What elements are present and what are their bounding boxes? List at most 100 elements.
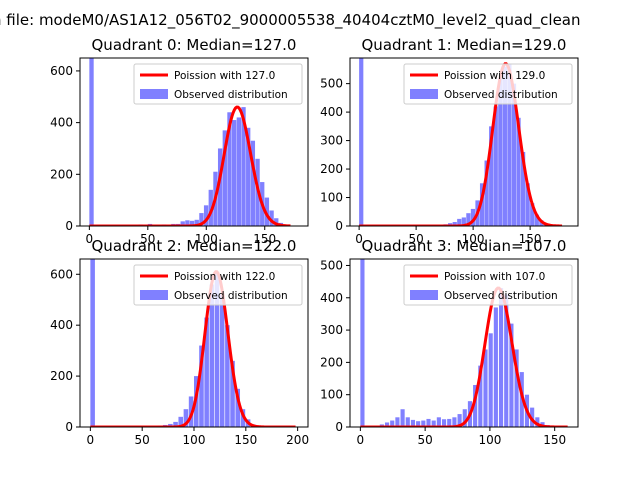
x-tick-label: 0 [87, 433, 95, 447]
histogram-bar [493, 106, 498, 226]
panel-title: Quadrant 0: Median=127.0 [92, 36, 297, 54]
histogram-bar [462, 409, 467, 427]
legend-bar-swatch [140, 89, 168, 99]
histogram-bar [484, 160, 489, 226]
x-tick-label: 0 [86, 232, 94, 246]
plot-area [90, 259, 296, 427]
histogram-bar [483, 349, 488, 427]
histogram-bar [384, 422, 390, 427]
x-tick-label: 150 [519, 232, 542, 246]
histogram-bar [525, 183, 530, 226]
legend-label: Observed distribution [444, 290, 558, 302]
histogram-bar [250, 140, 256, 226]
histogram-bar [235, 388, 241, 427]
panel-quadrant-2: Quadrant 2: Median=122.0 0 50 100 150 200 0 200… [50, 237, 309, 447]
x-tick-label: 100 [462, 232, 485, 246]
y-tick-label: 600 [50, 267, 73, 281]
histogram-bar [514, 349, 519, 427]
x-tick-label: 150 [543, 433, 566, 447]
plot-area [360, 259, 568, 427]
y-tick-label: 200 [320, 355, 343, 369]
histogram-bar [274, 218, 279, 226]
legend-bar-swatch [410, 290, 438, 300]
legend-label: Observed distribution [174, 290, 288, 302]
poisson-line [360, 286, 568, 427]
axes-frame [79, 57, 309, 227]
y-tick-label: 0 [65, 420, 73, 434]
histogram-bar [447, 418, 452, 427]
figure-suptitle: n file: modeM0/AS1A12_056T02_9000005538_… [0, 11, 581, 30]
legend-label: Observed distribution [174, 89, 288, 101]
y-tick-label: 200 [50, 369, 73, 383]
histogram-bar [426, 418, 431, 427]
axes-frame [349, 258, 579, 428]
histogram-bar [405, 417, 410, 427]
histogram-bar [479, 183, 485, 226]
x-tick-label: 0 [355, 232, 363, 246]
x-tick-label: 150 [253, 232, 276, 246]
histogram-bar [240, 409, 246, 427]
y-tick-label: 500 [320, 77, 343, 91]
histogram-bar [395, 417, 400, 427]
histogram-bar [498, 77, 503, 226]
histogram-bar [269, 210, 274, 226]
histogram-bar [168, 423, 173, 427]
y-tick-label: 300 [320, 134, 343, 148]
legend-label: Poission with 122.0 [174, 271, 275, 283]
histogram-bar [173, 421, 178, 427]
y-tick-label: 100 [320, 191, 343, 205]
histogram-bar [461, 217, 466, 226]
histogram-bar [359, 58, 364, 226]
histogram-bar [509, 323, 514, 427]
y-tick-label: 600 [50, 64, 73, 78]
y-tick-label: 300 [320, 323, 343, 337]
y-tick-label: 400 [50, 318, 73, 332]
x-tick-label: 150 [234, 433, 257, 447]
histogram-bar [227, 112, 232, 226]
histogram-bar [489, 126, 494, 226]
legend-bar-swatch [140, 290, 168, 300]
histogram-bar [203, 205, 209, 226]
legend-box [133, 264, 303, 306]
histogram-bar [452, 222, 457, 226]
histogram-bar [457, 218, 462, 226]
histogram-bar [246, 127, 251, 226]
histogram-bar [89, 58, 94, 226]
histogram-bar [507, 63, 512, 226]
legend: Poission with 129.0 Observed distribution [403, 63, 573, 105]
histogram-bar [400, 409, 405, 427]
histogram-bar [498, 288, 504, 427]
histogram-bar [214, 271, 220, 427]
histogram-bar [431, 420, 436, 427]
histogram-bar [230, 360, 235, 427]
histogram-bar [516, 117, 521, 226]
panel-title: Quadrant 1: Median=129.0 [362, 36, 567, 54]
y-tick-label: 0 [335, 420, 343, 434]
histogram-bar [452, 417, 457, 427]
histogram-bar [199, 345, 204, 427]
histogram-bar [232, 120, 237, 226]
histogram-bar [504, 294, 509, 427]
histogram-bar [217, 148, 223, 226]
histogram-bar [189, 220, 195, 226]
x-tick-label: 50 [140, 232, 155, 246]
y-tick-label: 400 [50, 116, 73, 130]
x-tick-label: 50 [408, 232, 423, 246]
histogram-bar [473, 385, 478, 427]
histogram-bar [180, 221, 185, 226]
histogram-bar [410, 419, 416, 427]
histogram-bar [241, 107, 246, 226]
legend-box [133, 63, 303, 105]
legend: Poission with 107.0 Observed distribution [403, 264, 573, 306]
x-tick-label: 0 [357, 433, 365, 447]
histogram-bar [208, 189, 213, 226]
histogram-bar [530, 203, 535, 226]
histogram-bar [470, 208, 476, 226]
histogram-bar [183, 409, 189, 427]
panel-quadrant-1: Quadrant 1: Median=129.0 0 50 100 150 0 100 200… [320, 36, 579, 246]
histogram-bar [421, 420, 426, 427]
histogram-bar [360, 259, 365, 427]
x-tick-label: 50 [135, 433, 150, 447]
histogram-bar [185, 220, 190, 226]
